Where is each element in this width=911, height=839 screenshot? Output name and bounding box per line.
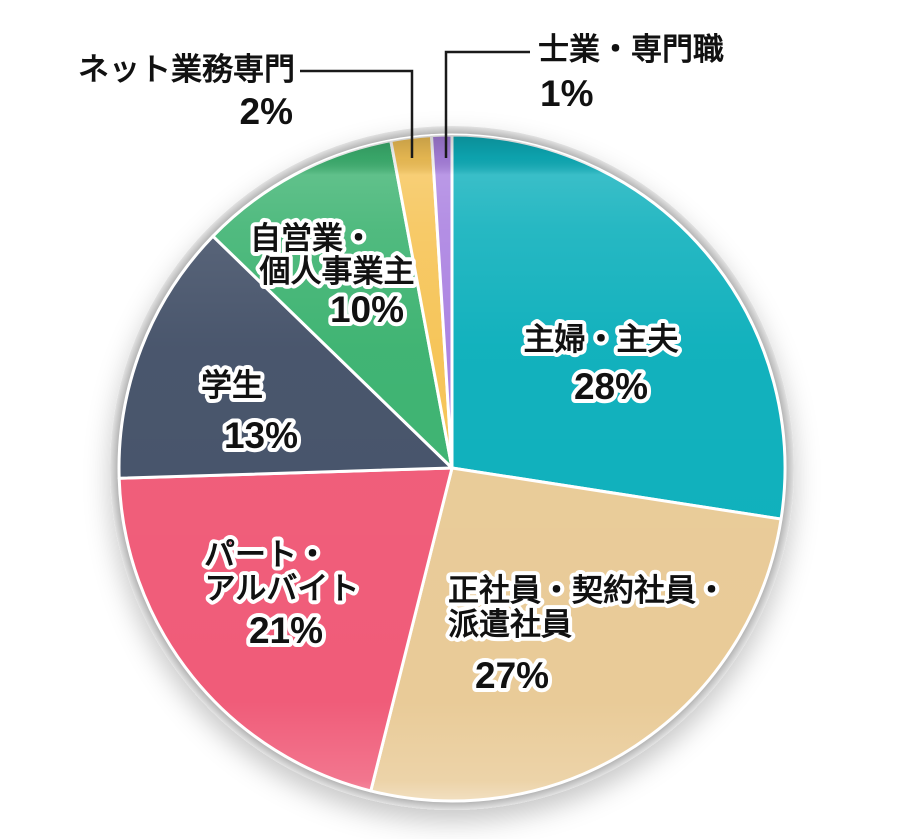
callout-labels: ネット業務専門 2% 士業・専門職 1%	[78, 32, 724, 132]
leader-line-net-gyomu-senmon	[300, 69, 414, 158]
pie-slices	[117, 133, 787, 803]
slice-label-gakusei: 学生	[201, 368, 263, 403]
slice-label-shufu-shufu: 主婦・主夫	[524, 322, 680, 357]
slice-label-seishain-line2: 派遣社員	[448, 607, 572, 642]
slice-label-jieigyo-line2: 個人事業主	[259, 254, 415, 289]
slice-label-part-arbeit-line2: アルバイト	[205, 571, 360, 606]
callout-pct-net-gyomu-senmon: 2%	[240, 91, 293, 132]
slice-pct-part-arbeit: 21%	[249, 610, 323, 651]
leader-line-shigyo-senmonshoku	[444, 50, 530, 158]
slice-pct-shufu-shufu: 28%	[574, 366, 648, 407]
callout-pct-shigyo-senmonshoku: 1%	[540, 73, 593, 114]
slice-label-seishain-line1: 正社員・契約社員・	[448, 573, 727, 608]
slice-pct-gakusei: 13%	[224, 415, 298, 456]
slice-pct-jieigyo: 10%	[330, 289, 404, 330]
slice-label-part-arbeit-line1: パート・	[204, 537, 328, 572]
slice-labels: 主婦・主夫 28% 正社員・契約社員・ 派遣社員 27% パート・ アルバイト …	[197, 217, 731, 700]
callout-label-net-gyomu-senmon: ネット業務専門	[78, 52, 295, 87]
slice-pct-seishain: 27%	[475, 655, 549, 696]
slice-label-jieigyo-line1: 自営業・	[250, 221, 374, 256]
callout-label-shigyo-senmonshoku: 士業・専門職	[538, 32, 724, 67]
